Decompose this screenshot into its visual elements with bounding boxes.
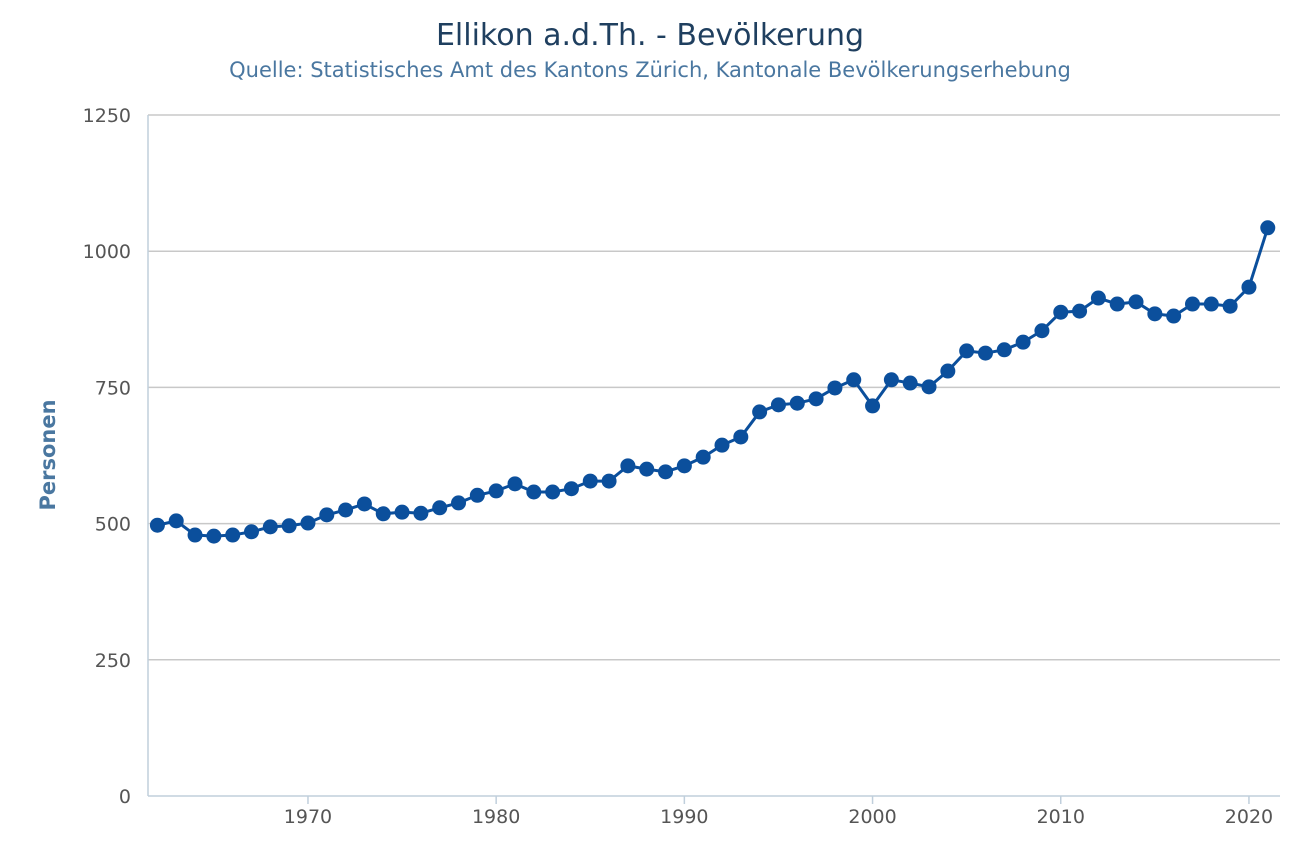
y-tick-label: 250 <box>95 650 131 672</box>
data-point <box>1147 306 1163 322</box>
data-point <box>639 461 655 477</box>
data-point <box>846 372 862 388</box>
data-point <box>601 473 617 489</box>
data-point <box>789 395 805 411</box>
y-axis-label: Personen <box>36 399 60 510</box>
data-point <box>620 458 636 474</box>
chart-title: Ellikon a.d.Th. - Bevölkerung <box>435 18 865 53</box>
y-tick-label: 1000 <box>83 241 131 263</box>
x-tick-label: 2000 <box>848 806 896 828</box>
data-point <box>752 404 768 420</box>
data-point <box>1072 303 1088 319</box>
x-tick-label: 1990 <box>660 806 708 828</box>
data-point <box>149 517 165 533</box>
data-point <box>770 397 786 413</box>
data-point <box>394 504 410 520</box>
data-point <box>488 483 504 499</box>
data-point <box>1184 296 1200 312</box>
data-point <box>244 524 260 540</box>
data-point <box>865 398 881 414</box>
x-tick-label: 2020 <box>1225 806 1273 828</box>
y-tick-label: 750 <box>95 377 131 399</box>
data-point <box>300 515 316 531</box>
data-point <box>1053 304 1069 320</box>
data-point <box>545 484 561 500</box>
data-point <box>375 506 391 522</box>
series-line <box>157 227 1270 538</box>
data-point <box>1222 298 1238 314</box>
data-point <box>827 380 843 396</box>
data-point <box>658 464 674 480</box>
data-point <box>1260 220 1276 236</box>
data-point <box>206 528 222 544</box>
y-tick-label: 500 <box>95 514 131 536</box>
x-tick-label: 1980 <box>472 806 520 828</box>
data-point <box>714 437 730 453</box>
data-point <box>959 343 975 359</box>
data-point <box>1090 290 1106 306</box>
data-point <box>902 375 918 391</box>
data-point <box>808 391 824 407</box>
data-point <box>451 495 467 511</box>
data-point <box>432 500 448 516</box>
x-tick-label: 2010 <box>1037 806 1085 828</box>
data-point <box>1109 296 1125 312</box>
data-point <box>225 527 241 543</box>
data-point <box>883 372 899 388</box>
x-tick-label: 1970 <box>284 806 332 828</box>
data-point <box>319 507 335 523</box>
data-point <box>187 527 203 543</box>
data-point <box>563 481 579 497</box>
data-point <box>1128 294 1144 310</box>
data-point <box>356 496 372 512</box>
data-point <box>1241 279 1257 295</box>
y-tick-label: 1250 <box>83 105 131 127</box>
data-point <box>1015 334 1031 350</box>
data-point <box>1166 308 1182 324</box>
data-point <box>733 429 749 445</box>
chart-subtitle: Quelle: Statistisches Amt des Kantons Zü… <box>229 58 1071 82</box>
data-point <box>921 379 937 395</box>
data-point <box>940 363 956 379</box>
y-tick-label: 0 <box>119 786 131 808</box>
data-point <box>168 513 184 529</box>
data-point <box>262 519 278 535</box>
data-point <box>526 484 542 500</box>
data-point <box>582 473 598 489</box>
data-point <box>1034 323 1050 339</box>
data-point <box>676 458 692 474</box>
data-point <box>996 342 1012 358</box>
data-point <box>977 345 993 361</box>
data-point <box>413 505 429 521</box>
data-point <box>507 476 523 492</box>
data-point <box>695 449 711 465</box>
data-point <box>281 518 297 534</box>
data-point <box>1203 296 1219 312</box>
data-point <box>469 487 485 503</box>
data-point <box>338 502 354 518</box>
